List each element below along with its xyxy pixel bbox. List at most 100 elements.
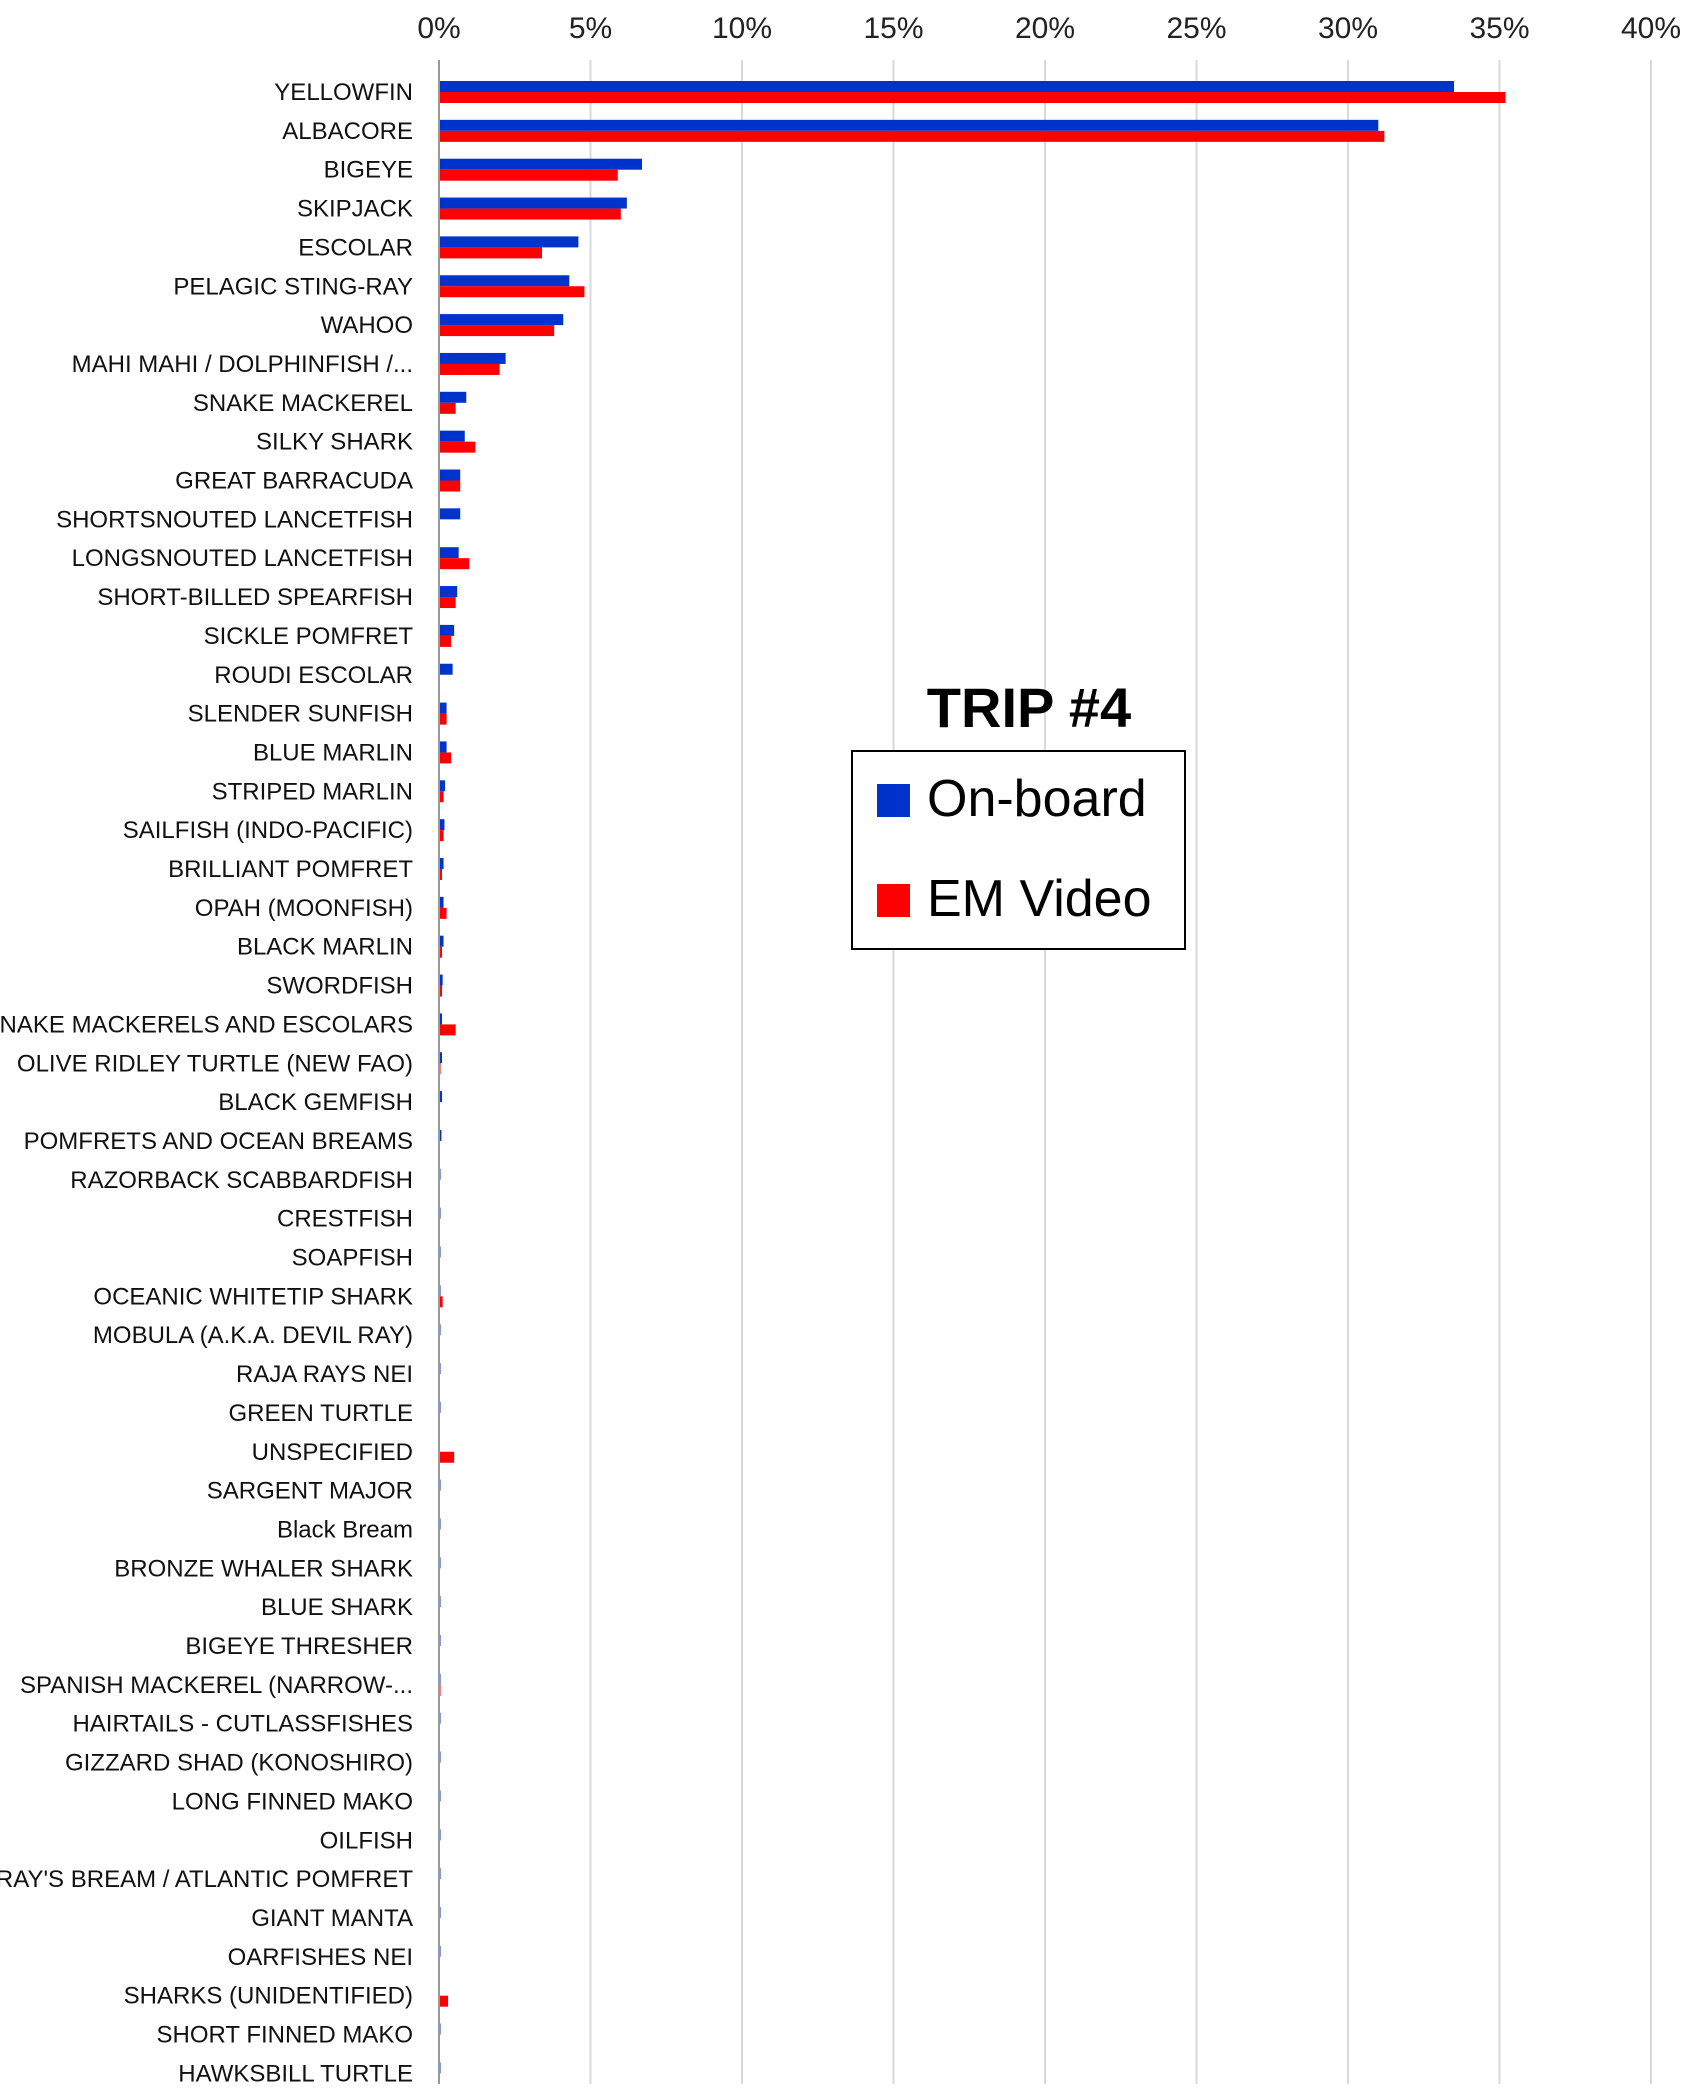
x-tick-label: 15%	[863, 12, 923, 45]
category-label: STRIPED MARLIN	[212, 778, 413, 805]
category-label: SPANISH MACKEREL (NARROW-...	[20, 1672, 413, 1699]
category-label: BLUE MARLIN	[253, 739, 413, 766]
category-label: POMFRETS AND OCEAN BREAMS	[24, 1128, 413, 1155]
category-label: SILKY SHARK	[256, 429, 413, 456]
legend-swatch-em-video	[877, 884, 910, 917]
category-label: HAIRTAILS - CUTLASSFISHES	[72, 1711, 413, 1738]
bars	[439, 81, 1506, 2074]
bar-em-video	[439, 713, 447, 725]
bar-em-video	[439, 1296, 443, 1308]
category-label: BRILLIANT POMFRET	[168, 856, 413, 883]
bar-em-video	[439, 441, 476, 453]
bar-on-board	[439, 197, 627, 209]
bar-em-video	[439, 558, 470, 570]
x-tick-label: 30%	[1318, 12, 1378, 45]
category-label: SAILFISH (INDO-PACIFIC)	[123, 817, 413, 844]
bar-on-board	[439, 935, 444, 947]
bar-em-video	[439, 869, 443, 880]
legend-swatch-on-board	[877, 784, 910, 817]
bar-em-video	[439, 946, 443, 958]
bar-em-video	[439, 985, 443, 997]
category-label: SICKLE POMFRET	[204, 623, 414, 650]
category-label: SHORTSNOUTED LANCETFISH	[56, 506, 413, 533]
bar-em-video	[439, 791, 444, 803]
category-label: RAJA RAYS NEI	[236, 1361, 413, 1388]
category-label: SNAKE MACKERELS AND ESCOLARS	[0, 1011, 413, 1038]
category-label: ALBACORE	[282, 118, 413, 145]
bar-on-board	[439, 586, 458, 598]
category-label: BLUE SHARK	[261, 1594, 413, 1621]
x-tick-label: 25%	[1166, 12, 1226, 45]
bar-on-board	[439, 1091, 443, 1103]
category-label: SNAKE MACKEREL	[193, 390, 413, 417]
x-tick-label: 40%	[1621, 12, 1681, 45]
category-label: LONG FINNED MAKO	[172, 1788, 413, 1815]
bar-em-video	[439, 247, 543, 259]
category-label: LONGSNOUTED LANCETFISH	[72, 545, 413, 572]
bar-on-board	[439, 508, 461, 520]
bar-em-video	[439, 830, 444, 842]
category-label: BLACK GEMFISH	[218, 1089, 413, 1116]
bar-em-video	[439, 635, 452, 647]
category-label: RAY'S BREAM / ATLANTIC POMFRET	[0, 1866, 413, 1893]
category-label: ESCOLAR	[298, 234, 413, 261]
category-label: OCEANIC WHITETIP SHARK	[93, 1283, 413, 1310]
x-tick-label: 5%	[569, 12, 612, 45]
category-label: HAWKSBILL TURTLE	[178, 2060, 413, 2084]
category-label: CRESTFISH	[277, 1206, 413, 1233]
x-axis-ticks: 0% 5% 10% 15% 20% 25% 30% 35% 40%	[417, 12, 1681, 45]
bar-on-board	[439, 741, 447, 753]
category-label: SHORT-BILLED SPEARFISH	[97, 584, 413, 611]
bar-em-video	[439, 907, 447, 919]
category-label: BIGEYE THRESHER	[185, 1633, 413, 1660]
category-label: PELAGIC STING-RAY	[173, 273, 413, 300]
category-label: RAZORBACK SCABBARDFISH	[70, 1167, 413, 1194]
x-tick-label: 35%	[1469, 12, 1529, 45]
chart-title: TRIP #4	[927, 676, 1131, 739]
bar-on-board	[439, 896, 444, 908]
x-tick-label: 20%	[1015, 12, 1075, 45]
bar-on-board	[439, 236, 579, 248]
category-label: GIANT MANTA	[251, 1905, 413, 1932]
category-label: Black Bream	[277, 1516, 413, 1543]
category-label: SHARKS (UNIDENTIFIED)	[124, 1983, 413, 2010]
category-labels: YELLOWFIN ALBACORE BIGEYE SKIPJACK ESCOLAR PE…	[0, 79, 414, 2087]
bar-em-video	[439, 286, 585, 298]
bar-on-board	[439, 974, 443, 986]
bar-on-board	[439, 780, 446, 792]
bar-on-board	[439, 663, 453, 675]
bar-on-board	[439, 81, 1455, 92]
bar-on-board	[439, 430, 465, 442]
category-label: BLACK MARLIN	[237, 934, 413, 961]
bar-em-video	[439, 752, 452, 764]
category-label: SARGENT MAJOR	[207, 1478, 413, 1505]
bar-em-video	[439, 1451, 455, 1463]
category-label: SHORT FINNED MAKO	[157, 2022, 413, 2049]
category-label: GREAT BARRACUDA	[175, 468, 413, 495]
category-label: OLIVE RIDLEY TURTLE (NEW FAO)	[17, 1050, 413, 1077]
bar-em-video	[439, 130, 1385, 142]
category-label: GIZZARD SHAD (KONOSHIRO)	[65, 1750, 413, 1777]
category-label: YELLOWFIN	[274, 79, 413, 106]
bar-on-board	[439, 624, 455, 636]
bar-em-video	[439, 597, 456, 609]
bar-em-video	[439, 1995, 449, 2007]
bar-on-board	[439, 547, 459, 559]
bar-em-video	[439, 1024, 456, 1036]
category-label: OILFISH	[320, 1827, 413, 1854]
bar-on-board	[439, 1052, 443, 1064]
category-label: OARFISHES NEI	[228, 1944, 413, 1971]
category-label: UNSPECIFIED	[252, 1439, 413, 1466]
bar-on-board	[439, 469, 461, 481]
bar-on-board	[439, 1013, 443, 1025]
bar-em-video	[439, 208, 621, 220]
bar-on-board	[439, 314, 564, 326]
bar-on-board	[439, 819, 445, 831]
gridlines	[589, 60, 1652, 2084]
bar-em-video	[439, 169, 618, 181]
bar-em-video	[439, 480, 461, 492]
category-label: BRONZE WHALER SHARK	[114, 1555, 413, 1582]
bar-on-board	[439, 352, 506, 364]
